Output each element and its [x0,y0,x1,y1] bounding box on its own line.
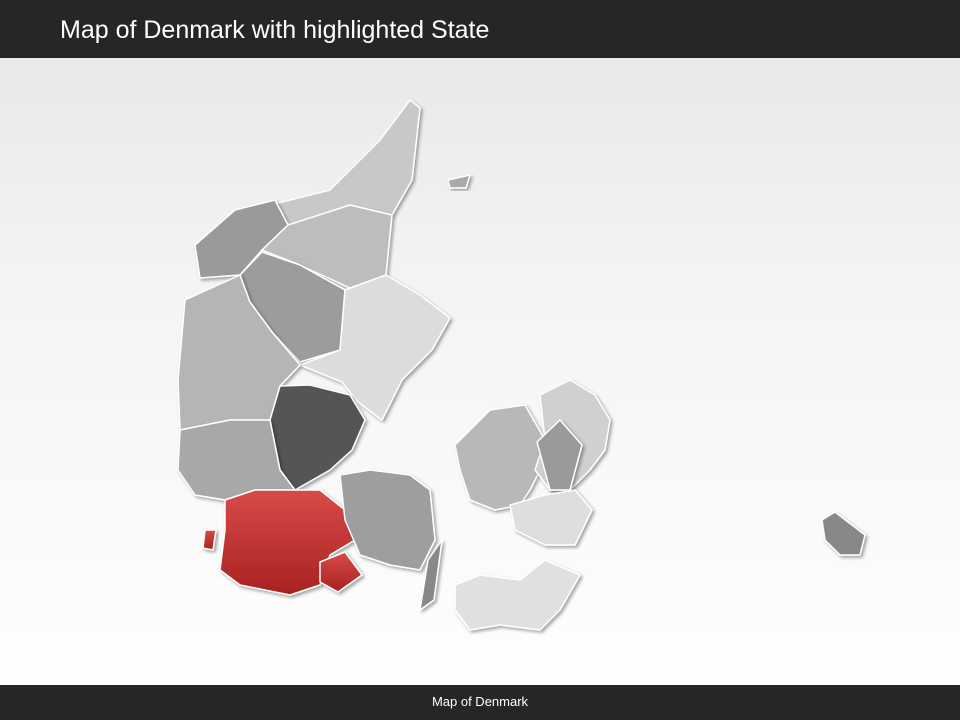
slide-title: Map of Denmark with highlighted State [60,16,490,44]
region-copenhagen-area[interactable] [536,419,583,491]
region-highlighted-romo[interactable] [202,529,217,551]
region-randers-djursland[interactable] [299,274,451,421]
title-bar: Map of Denmark with highlighted State [0,0,960,58]
footer-caption: Map of Denmark [431,694,529,709]
region-anholt[interactable] [447,174,471,189]
region-funen[interactable] [339,469,436,571]
region-bornholm[interactable] [821,511,866,556]
region-lolland-falster[interactable] [454,559,581,631]
footer-bar: Map of Denmark [0,685,960,720]
region-langeland[interactable] [419,539,443,611]
region-south-zealand[interactable] [509,489,593,546]
region-highlighted-als[interactable] [319,551,363,593]
region-west-zealand[interactable] [454,404,546,511]
